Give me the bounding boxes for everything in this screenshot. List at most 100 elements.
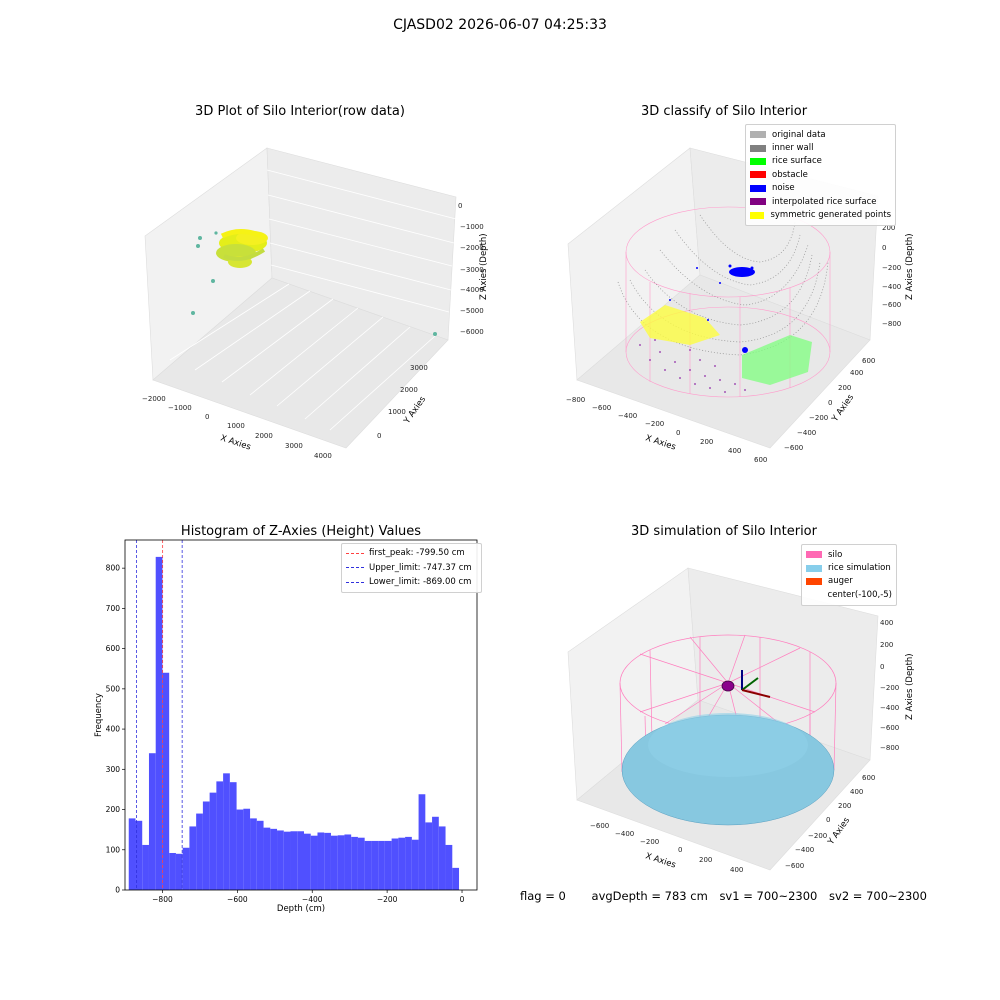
legend-line: [346, 581, 364, 583]
raw-floor-pane: [152, 277, 449, 449]
histogram-bar: [391, 838, 399, 890]
legend-label: original data: [772, 129, 826, 140]
y-tick-label: 600: [106, 644, 121, 653]
classify-z-ticks: 200 0 −200 −400 −600 −800: [882, 224, 901, 328]
classify-rice-surface: [742, 335, 812, 385]
classify-3d-plot: −800 −600 −400 −200 0 200 400 600 −600 −…: [566, 147, 915, 464]
legend-entry: original data: [750, 128, 891, 141]
histogram-bar: [317, 832, 325, 890]
raw-y-tick: 1000: [388, 408, 406, 416]
simulation-x-tick: 0: [678, 846, 682, 854]
histogram-bar: [263, 827, 271, 890]
flag-text: flag = 0: [520, 889, 566, 903]
legend-label: first_peak: -799.50 cm: [369, 548, 465, 559]
raw-z-tick: −2000: [460, 244, 484, 252]
classify-legend: original data inner wall rice surface ob…: [745, 124, 896, 226]
histogram-bar: [445, 844, 453, 890]
x-tick-label: −600: [227, 895, 248, 904]
histogram-legend: first_peak: -799.50 cm Upper_limit: -747…: [341, 543, 482, 593]
raw-z-tick: −5000: [460, 307, 484, 315]
histogram-bar: [398, 837, 406, 890]
simulation-rice-mound: [648, 713, 808, 777]
simulation-x-ticks: −600 −400 −200 0 200 400: [590, 822, 743, 874]
legend-swatch: [806, 577, 822, 585]
sv2-text: sv2 = 700~2300: [829, 889, 927, 903]
raw-z-label: Z Axies (Depth): [479, 233, 489, 300]
classify-z-tick: −400: [882, 283, 901, 291]
classify-interpolated-surface: [639, 339, 746, 393]
histogram-bar: [196, 813, 203, 890]
simulation-x-tick: −400: [615, 830, 634, 838]
histogram-bar: [452, 867, 460, 890]
classify-y-tick: −400: [797, 429, 816, 437]
raw-outlier-points: [191, 231, 437, 336]
histogram-bar: [229, 782, 237, 890]
legend-entry: interpolated rice surface: [750, 195, 891, 208]
y-tick-label: 800: [106, 564, 121, 573]
y-tick-label: 400: [106, 725, 121, 734]
histogram-bar: [438, 826, 446, 890]
legend-swatch: [750, 184, 766, 192]
legend-label: Upper_limit: -747.37 cm: [369, 562, 472, 573]
legend-label: auger: [828, 576, 853, 587]
classify-y-tick: 400: [850, 369, 863, 377]
histogram-reference-lines: [136, 540, 183, 890]
raw-z-ticks: 0 −1000 −2000 −3000 −4000 −5000 −6000: [458, 202, 484, 336]
legend-entry: auger: [806, 575, 892, 588]
simulation-z-tick: 0: [880, 663, 884, 671]
classify-y-tick: −600: [784, 444, 803, 452]
histogram-bar: [283, 831, 291, 890]
legend-label: rice simulation: [828, 563, 891, 574]
simulation-y-ticks: −600 −400 −200 0 200 400 600: [785, 774, 875, 870]
histogram-frame: [124, 539, 478, 891]
raw-y-tick: 2000: [400, 386, 418, 394]
auger-marker: [721, 680, 735, 692]
legend-label: noise: [772, 183, 795, 194]
axis-y-arrow: [741, 677, 759, 691]
raw-x-tick: −2000: [142, 395, 166, 403]
simulation-x-tick: 400: [730, 866, 743, 874]
y-tick-label: 100: [106, 845, 121, 854]
histogram-bar: [324, 832, 331, 890]
histogram-bar: [270, 828, 278, 890]
histogram-bar: [384, 840, 392, 890]
simulation-y-tick: −200: [808, 832, 827, 840]
histogram-bar: [169, 852, 176, 890]
histogram-bar: [209, 792, 217, 890]
histogram-bar: [405, 836, 412, 890]
legend-label: center(-100,-5): [827, 589, 892, 600]
simulation-z-tick: −200: [880, 684, 899, 692]
histogram-bar: [250, 818, 257, 890]
histogram-bar: [236, 809, 244, 890]
raw-x-tick: 0: [205, 413, 209, 421]
legend-entry: obstacle: [750, 168, 891, 181]
histogram-bar: [223, 773, 230, 890]
classify-x-tick: 400: [728, 447, 741, 455]
classify-x-tick: −200: [645, 420, 664, 428]
histogram-bar: [182, 847, 190, 890]
histogram-y-label: Frequency: [94, 693, 104, 737]
classify-y-ticks: −600 −400 −200 0 200 400 600: [784, 357, 875, 452]
histogram-bar: [216, 781, 224, 890]
simulation-z-ticks: 400 200 0 −200 −400 −600 −800: [880, 619, 899, 752]
legend-swatch: [750, 157, 766, 165]
histogram-y-ticks: 0 100 200 300 400 500 600 700 800: [106, 564, 125, 895]
simulation-x-tick: 200: [699, 856, 712, 864]
legend-label: Lower_limit: -869.00 cm: [369, 577, 472, 588]
raw-x-label: X Axies: [219, 433, 252, 452]
histogram-bar: [202, 801, 210, 890]
histogram-bar: [337, 835, 345, 890]
legend-swatch: [806, 551, 822, 559]
classify-y-tick: 200: [838, 384, 851, 392]
legend-label: obstacle: [772, 169, 808, 180]
raw-z-tick: 0: [458, 202, 462, 210]
simulation-z-label: Z Axies (Depth): [905, 653, 915, 720]
histogram-x-ticks: −800 −600 −400 −200 0: [152, 890, 465, 904]
raw-x-tick: −1000: [168, 404, 192, 412]
histogram-bar: [378, 840, 385, 890]
raw-point-cloud: [216, 229, 268, 268]
classify-z-tick: −600: [882, 301, 901, 309]
y-tick-label: 300: [106, 765, 121, 774]
histogram-bar: [411, 839, 419, 890]
histogram-bar: [418, 794, 426, 890]
